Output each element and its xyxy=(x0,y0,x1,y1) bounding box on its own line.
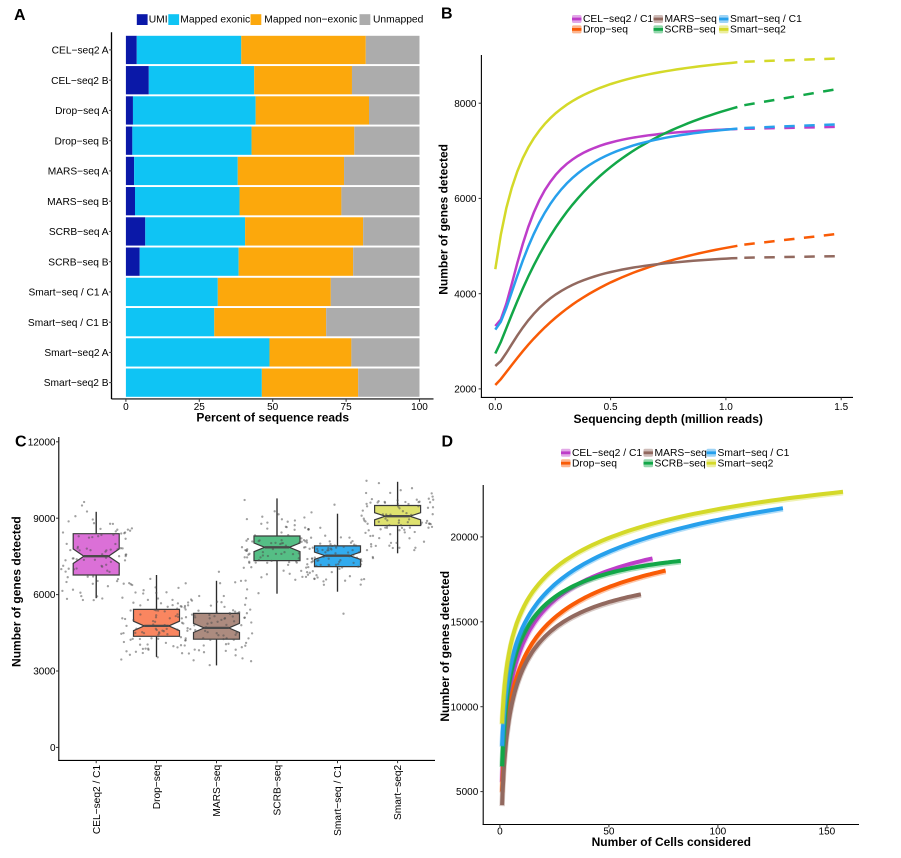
svg-text:100: 100 xyxy=(411,402,428,413)
svg-text:SCRB−seq B: SCRB−seq B xyxy=(48,257,109,268)
svg-text:6000: 6000 xyxy=(454,194,477,205)
svg-text:5000: 5000 xyxy=(456,787,479,798)
svg-text:0: 0 xyxy=(50,743,56,754)
svg-text:CEL−seq2 A: CEL−seq2 A xyxy=(52,46,109,57)
svg-text:MARS−seq: MARS−seq xyxy=(655,448,708,459)
svg-text:CEL−seq2 / C1: CEL−seq2 / C1 xyxy=(572,448,642,459)
svg-text:Drop−seq: Drop−seq xyxy=(583,25,628,36)
svg-text:20000: 20000 xyxy=(450,533,478,544)
svg-text:Unmapped: Unmapped xyxy=(373,15,424,26)
svg-text:Smart−seq / C1 B: Smart−seq / C1 B xyxy=(28,318,109,329)
svg-text:150: 150 xyxy=(819,827,836,838)
svg-text:Drop−seq A: Drop−seq A xyxy=(55,106,109,117)
svg-text:C: C xyxy=(15,434,27,451)
svg-text:4000: 4000 xyxy=(454,289,477,300)
svg-text:0.0: 0.0 xyxy=(488,402,502,413)
svg-text:25: 25 xyxy=(194,402,206,413)
svg-text:100: 100 xyxy=(710,827,727,838)
svg-text:12000: 12000 xyxy=(28,437,56,448)
svg-text:MARS−seq B: MARS−seq B xyxy=(47,197,109,208)
svg-text:Mapped exonic: Mapped exonic xyxy=(180,15,250,26)
svg-text:Smart−seq / C1: Smart−seq / C1 xyxy=(718,448,790,459)
svg-text:Number of genes detected: Number of genes detected xyxy=(10,516,24,667)
svg-text:CEL−seq2 / C1: CEL−seq2 / C1 xyxy=(583,14,653,25)
svg-text:CEL−seq2 B: CEL−seq2 B xyxy=(51,76,109,87)
svg-text:Number of Cells considered: Number of Cells considered xyxy=(592,835,751,849)
svg-text:SCRB−seq A: SCRB−seq A xyxy=(49,227,109,238)
svg-text:MARS−seq: MARS−seq xyxy=(212,764,223,816)
svg-text:Smart−seq / C1: Smart−seq / C1 xyxy=(333,764,344,835)
svg-text:MARS−seq A: MARS−seq A xyxy=(48,167,109,178)
svg-text:Drop−seq: Drop−seq xyxy=(152,764,163,809)
svg-text:SCRB−seq: SCRB−seq xyxy=(273,764,284,815)
svg-text:Smart−seq2: Smart−seq2 xyxy=(730,25,786,36)
svg-text:3000: 3000 xyxy=(33,667,56,678)
svg-text:15000: 15000 xyxy=(450,617,478,628)
svg-text:UMI: UMI xyxy=(149,15,168,26)
svg-text:75: 75 xyxy=(341,402,353,413)
svg-text:A: A xyxy=(14,7,26,24)
svg-text:1.5: 1.5 xyxy=(834,402,848,413)
svg-text:9000: 9000 xyxy=(33,514,56,525)
svg-text:Smart−seq2: Smart−seq2 xyxy=(393,764,404,820)
svg-text:8000: 8000 xyxy=(454,99,477,110)
svg-text:Smart−seq / C1: Smart−seq / C1 xyxy=(730,14,802,25)
svg-text:SCRB−seq: SCRB−seq xyxy=(655,458,706,469)
svg-text:Smart−seq / C1 A: Smart−seq / C1 A xyxy=(28,288,108,299)
svg-text:50: 50 xyxy=(603,827,615,838)
svg-text:Drop−seq B: Drop−seq B xyxy=(55,136,109,147)
svg-text:Smart−seq2 B: Smart−seq2 B xyxy=(44,378,109,389)
svg-text:Smart−seq2 A: Smart−seq2 A xyxy=(44,348,108,359)
svg-text:B: B xyxy=(441,6,453,23)
svg-text:Smart−seq2: Smart−seq2 xyxy=(718,458,774,469)
svg-text:6000: 6000 xyxy=(33,590,56,601)
svg-text:0.5: 0.5 xyxy=(604,402,618,413)
svg-text:Mapped non−exonic: Mapped non−exonic xyxy=(264,15,357,26)
svg-text:0: 0 xyxy=(497,827,503,838)
svg-text:SCRB−seq: SCRB−seq xyxy=(665,25,716,36)
svg-text:Sequencing depth (million read: Sequencing depth (million reads) xyxy=(574,412,763,426)
svg-text:Number of genes detected: Number of genes detected xyxy=(436,144,450,295)
svg-text:MARS−seq: MARS−seq xyxy=(665,14,718,25)
svg-text:10000: 10000 xyxy=(450,702,478,713)
svg-text:50: 50 xyxy=(267,402,279,413)
svg-text:0: 0 xyxy=(123,402,129,413)
svg-text:CEL−seq2 / C1: CEL−seq2 / C1 xyxy=(92,764,103,834)
svg-text:Percent of sequence reads: Percent of sequence reads xyxy=(196,411,349,425)
svg-text:1.0: 1.0 xyxy=(719,402,733,413)
svg-text:Drop−seq: Drop−seq xyxy=(572,458,617,469)
svg-text:2000: 2000 xyxy=(454,385,477,396)
svg-text:Number of genes detected: Number of genes detected xyxy=(438,571,452,722)
svg-text:D: D xyxy=(442,434,454,451)
